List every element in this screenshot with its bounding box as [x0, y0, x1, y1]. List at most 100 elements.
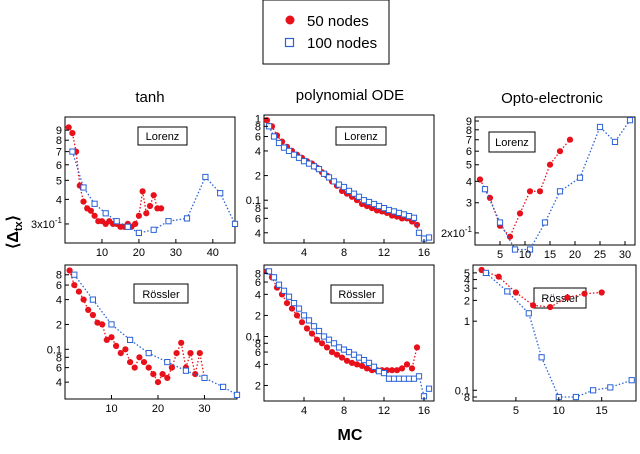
y-tick-label: 8 — [255, 268, 261, 280]
data-point-100-nodes — [390, 375, 398, 382]
data-point-100-nodes — [310, 323, 318, 330]
data-point-50-nodes — [338, 354, 346, 361]
box-label: Rössler — [142, 289, 180, 301]
data-point-50-nodes — [89, 311, 96, 319]
data-point-100-nodes — [415, 229, 423, 236]
y-tick-label: 6 — [56, 160, 62, 172]
data-point-50-nodes — [495, 273, 502, 280]
data-point-100-nodes — [325, 174, 333, 181]
data-point-100-nodes — [182, 367, 190, 374]
data-point-100-nodes — [127, 336, 134, 343]
data-point-50-nodes — [303, 325, 311, 332]
data-point-100-nodes — [504, 288, 511, 295]
box-label-frame — [133, 283, 189, 304]
data-point-50-nodes — [108, 334, 115, 341]
data-point-50-nodes — [187, 350, 194, 357]
data-point-50-nodes — [113, 342, 120, 349]
data-point-100-nodes — [425, 385, 433, 392]
data-point-100-nodes — [496, 219, 504, 226]
x-tick-label: 10 — [519, 249, 531, 261]
y-tick-label: 6 — [56, 280, 62, 292]
data-point-100-nodes — [124, 223, 131, 230]
x-tick-label: 30 — [170, 247, 182, 259]
data-point-50-nodes — [75, 288, 82, 295]
data-point-100-nodes — [265, 268, 273, 275]
data-point-100-nodes — [611, 138, 619, 146]
data-point-100-nodes — [320, 170, 328, 177]
y-axis-label: ⟨Δtx⟩ — [5, 215, 25, 249]
y-tick-label: 8 — [56, 135, 62, 147]
y-tick-label: 6 — [255, 213, 261, 225]
data-point-100-nodes — [482, 269, 489, 276]
data-point-100-nodes — [360, 357, 368, 364]
data-point-100-nodes — [360, 197, 368, 204]
y-tick-label: 0.1 — [246, 195, 261, 207]
data-point-50-nodes — [530, 302, 537, 309]
legend-marker-50-nodes — [285, 15, 295, 25]
y-tick-label: 6 — [466, 146, 472, 158]
data-point-100-nodes — [538, 354, 545, 361]
data-point-100-nodes — [395, 209, 403, 217]
y-axis-label-text: ⟨Δtx⟩ — [5, 215, 25, 249]
data-point-100-nodes — [576, 174, 584, 181]
x-tick-label: 5 — [497, 249, 503, 261]
panel-frame — [472, 264, 637, 402]
data-point-100-nodes — [556, 188, 564, 195]
data-point-100-nodes — [628, 377, 635, 384]
y-axis-label-end: ⟩ — [5, 215, 22, 221]
box-label: Lorenz — [146, 131, 180, 143]
data-point-50-nodes — [333, 351, 341, 358]
data-point-100-nodes — [415, 373, 423, 380]
data-point-50-nodes — [178, 339, 185, 346]
series-50-nodes — [478, 266, 605, 311]
x-tick-label: 20 — [569, 249, 581, 261]
y-tick-label: 2 — [255, 310, 261, 322]
data-point-100-nodes — [305, 160, 313, 167]
data-point-100-nodes — [320, 333, 328, 340]
data-point-100-nodes — [231, 220, 239, 228]
x-tick-label: 16 — [418, 247, 430, 259]
data-point-100-nodes — [405, 375, 413, 382]
data-point-100-nodes — [355, 193, 363, 200]
data-point-100-nodes — [201, 374, 208, 381]
data-point-100-nodes — [295, 154, 303, 161]
series-100-nodes — [265, 268, 433, 400]
x-tick-label: 10 — [105, 403, 117, 415]
data-point-100-nodes — [80, 184, 87, 191]
y-tick-label: 2 — [255, 380, 261, 392]
data-point-50-nodes — [526, 188, 534, 195]
y-tick-label: 8 — [255, 338, 261, 350]
data-point-50-nodes — [196, 350, 203, 357]
data-point-50-nodes — [598, 289, 605, 296]
data-point-50-nodes — [117, 350, 124, 357]
data-point-100-nodes — [202, 173, 209, 181]
y-tick-label: 4 — [255, 146, 261, 158]
data-point-100-nodes — [135, 229, 143, 237]
data-point-100-nodes — [375, 368, 383, 375]
x-tick-label: 5 — [513, 405, 519, 417]
data-point-100-nodes — [365, 359, 373, 366]
x-tick-label: 30 — [619, 249, 631, 261]
data-point-50-nodes — [313, 336, 321, 343]
data-point-50-nodes — [413, 344, 421, 351]
data-point-100-nodes — [345, 349, 353, 356]
y-tick-label: 6 — [56, 363, 62, 375]
y-tick-label: 2x10-1 — [441, 225, 473, 240]
series-100-nodes — [71, 271, 241, 398]
box-label-frame — [137, 126, 188, 146]
data-point-50-nodes — [566, 136, 574, 143]
y-tick-label: 3 — [466, 198, 472, 210]
data-point-50-nodes — [146, 202, 154, 210]
data-point-50-nodes — [168, 364, 175, 371]
data-point-50-nodes — [135, 212, 142, 219]
y-tick-label: 4 — [464, 275, 470, 287]
data-point-50-nodes — [348, 359, 356, 366]
